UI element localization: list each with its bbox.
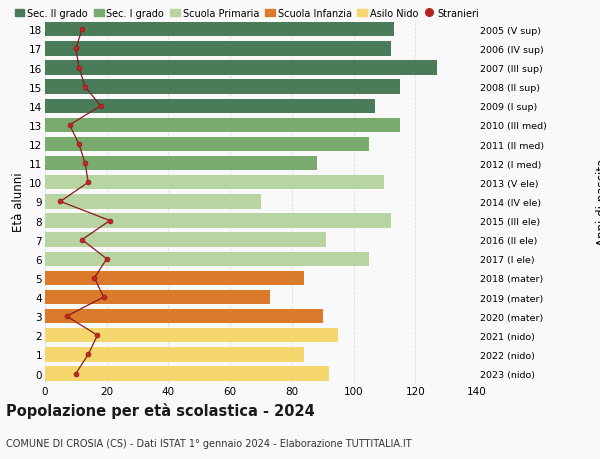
Bar [45,252,369,266]
Y-axis label: Anni di nascita: Anni di nascita [596,158,600,246]
Bar [45,42,391,56]
Bar [45,176,385,190]
Bar [45,328,338,343]
Bar [45,347,304,362]
Bar [45,195,261,209]
Bar [45,309,323,324]
Bar [45,214,391,228]
Bar [45,290,270,304]
Bar [45,61,437,76]
Bar [45,367,329,381]
Bar [45,100,375,114]
Bar [45,80,400,95]
Y-axis label: Età alunni: Età alunni [12,172,25,232]
Bar [45,138,369,152]
Bar [45,233,326,247]
Text: COMUNE DI CROSIA (CS) - Dati ISTAT 1° gennaio 2024 - Elaborazione TUTTITALIA.IT: COMUNE DI CROSIA (CS) - Dati ISTAT 1° ge… [6,438,412,448]
Text: Popolazione per età scolastica - 2024: Popolazione per età scolastica - 2024 [6,403,315,419]
Bar [45,23,394,37]
Bar [45,118,400,133]
Bar [45,271,304,285]
Bar [45,157,317,171]
Legend: Sec. II grado, Sec. I grado, Scuola Primaria, Scuola Infanzia, Asilo Nido, Stran: Sec. II grado, Sec. I grado, Scuola Prim… [11,5,482,22]
